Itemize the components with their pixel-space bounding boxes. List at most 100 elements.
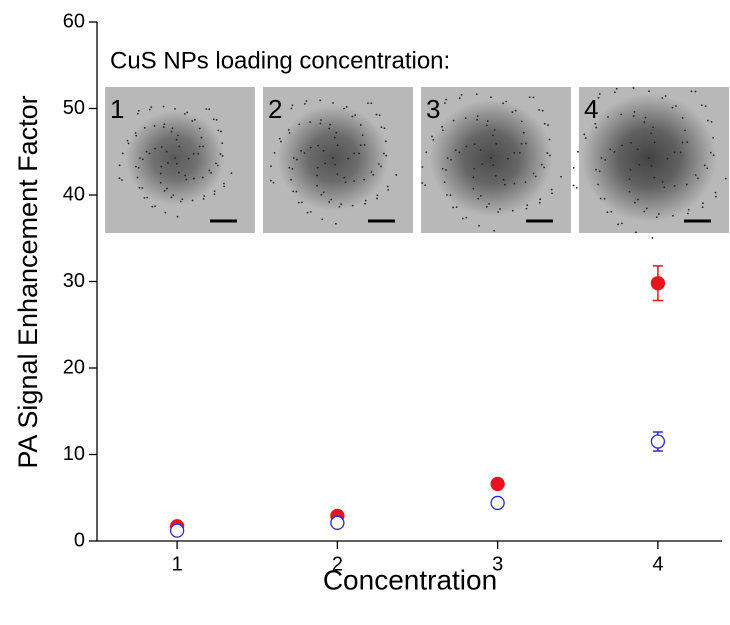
inset-speck bbox=[210, 172, 212, 174]
inset-speck bbox=[330, 198, 333, 201]
inset-speck bbox=[497, 211, 500, 213]
inset-speck bbox=[634, 201, 636, 204]
inset-speck bbox=[177, 171, 180, 174]
inset-speck bbox=[540, 163, 543, 166]
inset-speck bbox=[657, 213, 660, 215]
inset-speck bbox=[534, 175, 537, 178]
inset-speck bbox=[687, 208, 690, 211]
inset-speck bbox=[118, 164, 121, 167]
inset-speck bbox=[645, 207, 648, 210]
inset-speck bbox=[143, 126, 146, 129]
inset-speck bbox=[273, 151, 276, 154]
inset-speck bbox=[525, 207, 528, 210]
inset-speck bbox=[159, 181, 162, 184]
inset-speck bbox=[632, 115, 635, 117]
inset-speck bbox=[181, 198, 184, 201]
inset-speck bbox=[386, 185, 389, 188]
inset-speck bbox=[455, 206, 458, 209]
inset-speck bbox=[212, 118, 215, 121]
inset-speck bbox=[431, 135, 433, 138]
inset-speck bbox=[201, 176, 204, 179]
inset-speck bbox=[532, 172, 535, 175]
inset-speck bbox=[223, 182, 225, 185]
inset-speck bbox=[126, 139, 129, 142]
inset-speck bbox=[621, 222, 623, 225]
inset-speck bbox=[706, 119, 709, 122]
inset-speck bbox=[584, 137, 587, 139]
inset-speck bbox=[477, 197, 480, 200]
inset-speck bbox=[159, 172, 162, 175]
inset-speck bbox=[703, 164, 706, 167]
inset-speck bbox=[324, 162, 326, 165]
inset-speck bbox=[653, 141, 656, 144]
inset-speck bbox=[446, 157, 449, 159]
inset-speck bbox=[679, 151, 682, 154]
inset-speck bbox=[613, 150, 616, 153]
inset-speck bbox=[165, 187, 168, 190]
inset-speck bbox=[303, 152, 306, 154]
inset-speck bbox=[526, 204, 529, 207]
inset-speck bbox=[492, 134, 494, 137]
inset-speck bbox=[187, 157, 190, 160]
inset-speck bbox=[686, 141, 689, 144]
inset-speck bbox=[164, 211, 167, 214]
inset-speck bbox=[628, 178, 631, 181]
inset-speck bbox=[712, 154, 715, 157]
inset-speck bbox=[378, 114, 381, 117]
y-tick-label: 60 bbox=[63, 10, 85, 32]
inset-speck bbox=[202, 197, 205, 200]
inset-speck bbox=[135, 165, 137, 168]
inset-speck bbox=[219, 153, 222, 155]
inset-speck bbox=[673, 185, 676, 187]
inset-speck bbox=[461, 217, 464, 220]
inset-speck bbox=[363, 144, 366, 146]
annotation: CuS NPs loading concentration: bbox=[110, 47, 450, 74]
inset-speck bbox=[135, 134, 138, 137]
inset-speck bbox=[595, 168, 597, 171]
inset-speck bbox=[370, 171, 373, 173]
inset-speck bbox=[137, 109, 140, 112]
x-tick-label: 3 bbox=[492, 553, 503, 575]
inset-speck bbox=[198, 127, 201, 130]
inset-speck bbox=[154, 147, 156, 150]
inset-speck bbox=[472, 187, 475, 190]
inset-speck bbox=[137, 166, 140, 169]
inset-speck bbox=[715, 195, 717, 198]
inset-speck bbox=[538, 201, 541, 204]
inset-speck bbox=[664, 95, 667, 97]
inset-speck bbox=[223, 185, 226, 188]
inset-speck bbox=[343, 176, 346, 179]
inset-speck bbox=[663, 186, 666, 189]
inset-speck bbox=[476, 118, 478, 121]
inset-speck bbox=[208, 169, 211, 172]
inset-speck bbox=[621, 144, 623, 147]
inset-speck bbox=[502, 102, 505, 105]
inset-speck bbox=[458, 97, 461, 99]
inset-speck bbox=[377, 163, 380, 165]
inset-speck bbox=[603, 197, 606, 200]
x-tick-label: 1 bbox=[172, 553, 183, 575]
inset-speck bbox=[127, 142, 130, 145]
inset-speck bbox=[361, 134, 364, 137]
inset-speck bbox=[598, 93, 601, 95]
inset-speck bbox=[191, 120, 194, 122]
inset-speck bbox=[384, 140, 387, 143]
inset-speck bbox=[316, 166, 319, 169]
inset-speck bbox=[216, 164, 219, 167]
y-tick-label: 40 bbox=[63, 183, 85, 205]
inset-speck bbox=[513, 182, 516, 185]
inset-speck bbox=[644, 116, 647, 119]
inset-speck bbox=[694, 90, 697, 93]
inset-speck bbox=[671, 106, 674, 109]
inset-speck bbox=[634, 231, 637, 234]
inset-speck bbox=[175, 138, 178, 141]
inset-speck bbox=[539, 198, 542, 201]
inset-speck bbox=[134, 131, 137, 134]
inset-speck bbox=[701, 202, 704, 205]
inset-speck bbox=[686, 212, 689, 215]
inset-speck bbox=[452, 119, 455, 122]
inset-speck bbox=[609, 148, 612, 151]
inset-speck bbox=[290, 107, 293, 110]
y-tick-label: 0 bbox=[74, 529, 85, 551]
inset-speck bbox=[710, 120, 713, 123]
